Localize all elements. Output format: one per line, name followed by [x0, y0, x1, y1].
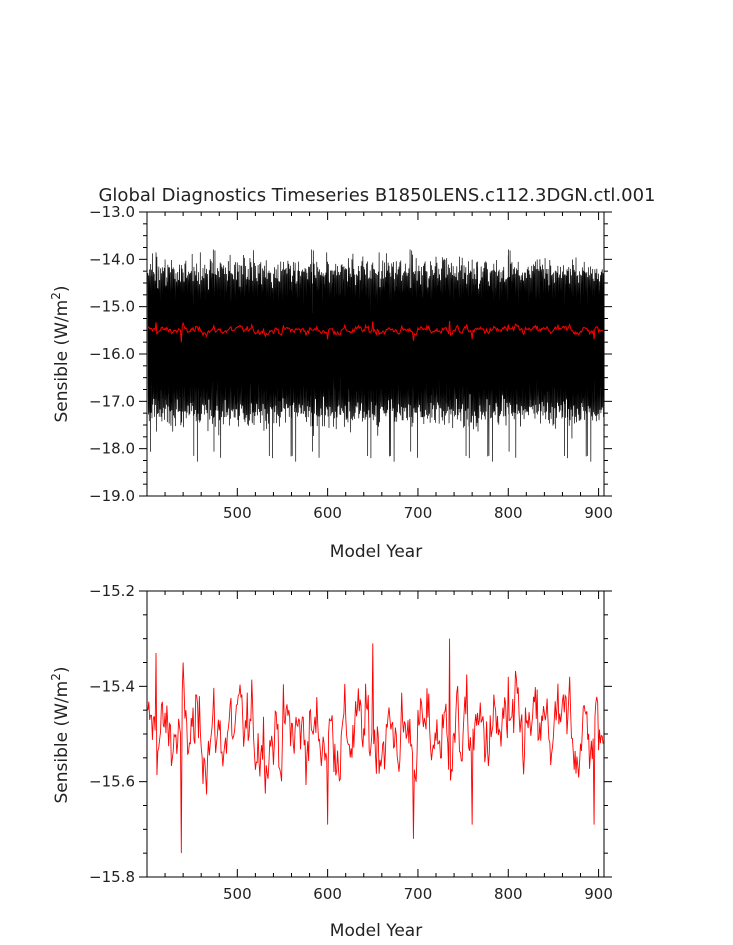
- x-tick-label: 500: [223, 885, 252, 903]
- x-axis-label-top: Model Year: [330, 542, 422, 562]
- ticks-bottom: 500 600 700 800 900 −15.8 −15.6 −15.4 −15.2: [89, 582, 613, 903]
- y-tick-label: −19.0: [89, 487, 135, 505]
- series-annual-line-bottom: [147, 638, 604, 854]
- y-axis-label-top: Sensible (W/m2): [49, 286, 72, 423]
- y-label-sup-bottom: 2: [49, 673, 63, 681]
- chart-title: Global Diagnostics Timeseries B1850LENS.…: [98, 185, 655, 206]
- y-label-main-top: Sensible (W/m: [52, 300, 72, 423]
- chart-bottom: 500 600 700 800 900 −15.8 −15.6 −15.4 −15.2 Mode…: [49, 582, 613, 941]
- y-axis-label-bottom: Sensible (W/m2): [49, 667, 72, 804]
- y-tick-label: −15.4: [89, 677, 135, 695]
- x-tick-label: 700: [404, 885, 433, 903]
- series-layer-top: [147, 249, 605, 462]
- x-tick-label: 900: [584, 885, 613, 903]
- y-tick-label: −15.2: [89, 582, 135, 600]
- y-tick-label: −14.0: [89, 250, 135, 268]
- y-label-end-bottom: ): [52, 667, 72, 674]
- y-label-sup-top: 2: [49, 292, 63, 300]
- series-layer-bottom: [147, 638, 604, 854]
- series-annual-line-top: [147, 320, 604, 343]
- x-tick-label: 600: [313, 885, 342, 903]
- y-label-main-bottom: Sensible (W/m: [52, 681, 72, 804]
- x-tick-label: 500: [223, 504, 252, 522]
- y-tick-label: −13.0: [89, 203, 135, 221]
- x-tick-label: 900: [584, 504, 613, 522]
- ticks-top: 500 600 700 800 900 −19.0 −18.0 −17.0 −16.0 −15.0…: [89, 203, 613, 522]
- y-tick-label: −18.0: [89, 440, 135, 458]
- y-tick-label: −15.8: [89, 868, 135, 886]
- y-tick-label: −15.6: [89, 773, 135, 791]
- x-tick-label: 600: [313, 504, 342, 522]
- y-tick-label: −16.0: [89, 345, 135, 363]
- x-tick-label: 800: [494, 885, 523, 903]
- series-monthly-line: [147, 249, 605, 462]
- y-label-end-top: ): [52, 286, 72, 293]
- y-tick-label: −15.0: [89, 298, 135, 316]
- x-tick-label: 800: [494, 504, 523, 522]
- x-tick-label: 700: [404, 504, 433, 522]
- x-axis-label-bottom: Model Year: [330, 921, 422, 941]
- chart-top: Global Diagnostics Timeseries B1850LENS.…: [49, 185, 656, 562]
- plot-frame-bottom: [146, 590, 605, 878]
- y-tick-label: −17.0: [89, 392, 135, 410]
